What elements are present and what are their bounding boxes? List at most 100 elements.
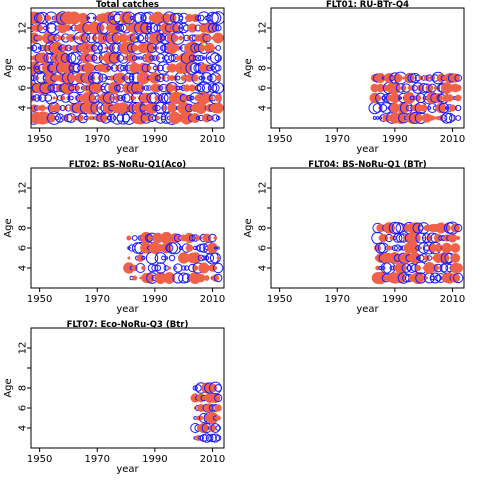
- bubble-negative: [120, 95, 126, 101]
- bubble-negative: [190, 95, 195, 101]
- panel-title: Total catches: [96, 0, 159, 10]
- bubble-negative: [211, 63, 220, 73]
- bubble-negative: [178, 272, 190, 284]
- bubble-positive: [45, 15, 52, 21]
- bubble-positive: [450, 273, 461, 283]
- bubble-positive: [98, 113, 108, 123]
- bubble-negative: [106, 115, 112, 121]
- bubble-positive: [167, 266, 172, 270]
- bubble-positive: [210, 45, 215, 51]
- bubble-negative: [33, 94, 41, 102]
- bubble-positive: [456, 256, 461, 260]
- bubble-layer: [31, 11, 224, 125]
- bubble-negative: [215, 45, 222, 51]
- y-axis-label: Age: [3, 378, 14, 397]
- bubble-negative: [141, 86, 146, 90]
- bubble-positive: [167, 13, 177, 23]
- bubble-negative: [207, 56, 212, 60]
- x-tick-label: 1950: [267, 134, 292, 145]
- bubble-negative: [116, 54, 125, 62]
- bubble-negative: [214, 393, 223, 403]
- bubble-positive: [450, 95, 455, 101]
- bubble-negative: [181, 265, 187, 271]
- bubble-negative: [38, 46, 42, 50]
- bubble-negative: [136, 56, 140, 60]
- bubble-negative: [45, 22, 57, 34]
- bubble-positive: [119, 11, 133, 25]
- bubble-positive: [202, 233, 212, 243]
- bubble-negative: [138, 56, 143, 60]
- y-axis-label: Age: [3, 58, 14, 77]
- bubble-negative: [388, 221, 402, 235]
- bubble-negative: [208, 433, 217, 443]
- bubble-negative: [195, 115, 201, 121]
- x-tick-label: 2010: [200, 294, 225, 305]
- bubble-positive: [414, 94, 422, 102]
- bubble-positive: [456, 235, 461, 241]
- bubble-positive: [132, 275, 138, 281]
- bubble-negative: [215, 115, 221, 121]
- bubble-negative: [209, 52, 221, 64]
- bubble-negative: [116, 24, 125, 32]
- bubble-positive: [127, 53, 137, 63]
- bubble-negative: [188, 234, 196, 242]
- bubble-negative: [202, 76, 206, 80]
- bubble-negative: [83, 116, 88, 120]
- bubble-negative: [207, 83, 218, 93]
- bubble-negative: [168, 254, 176, 262]
- bubble-positive: [75, 35, 80, 41]
- bubble-positive: [214, 94, 222, 102]
- x-axis-label: year: [356, 144, 379, 155]
- bubble-negative: [68, 95, 74, 101]
- bubble-negative: [399, 96, 403, 100]
- chart-panel-2: 1950 1970 1990 2010 4 6 8 12 year Age FLT01: RU-BT…: [243, 0, 465, 155]
- bubble-negative: [209, 252, 221, 264]
- bubble-positive: [375, 265, 380, 271]
- bubble-negative: [149, 55, 155, 61]
- bubble-negative: [34, 66, 39, 70]
- bubble-negative: [143, 85, 149, 91]
- bubble-negative: [141, 255, 146, 261]
- bubble-negative: [157, 95, 164, 101]
- bubble-positive: [155, 115, 160, 121]
- bubble-negative: [173, 263, 183, 273]
- bubble-negative: [197, 254, 205, 262]
- x-tick-label: 1970: [325, 134, 350, 145]
- bubble-positive: [136, 254, 145, 262]
- y-tick-label: 12: [18, 342, 29, 355]
- bubble-positive: [109, 32, 120, 44]
- bubble-positive: [104, 46, 108, 50]
- bubble-positive: [433, 86, 437, 90]
- bubble-negative: [175, 75, 181, 81]
- bubble-negative: [372, 116, 377, 120]
- bubble-layer: [368, 71, 463, 124]
- bubble-positive: [210, 393, 221, 403]
- bubble-negative: [140, 22, 153, 34]
- x-tick-label: 2010: [440, 294, 465, 305]
- bubble-negative: [427, 103, 438, 113]
- bubble-negative: [453, 272, 464, 284]
- y-tick-label: 4: [258, 265, 269, 271]
- bubble-positive: [140, 92, 152, 104]
- bubble-negative: [185, 61, 200, 75]
- x-axis-label: year: [116, 464, 139, 475]
- bubble-positive: [178, 35, 184, 41]
- y-tick-label: 8: [258, 225, 269, 231]
- bubble-negative: [129, 75, 135, 81]
- bubble-negative: [54, 115, 60, 121]
- bubble-positive: [454, 84, 462, 92]
- bubble-negative: [211, 114, 220, 122]
- bubble-positive: [450, 243, 461, 253]
- chart-panel-4: 1950 1970 1990 2010 4 6 8 12 year Age FLT04: BS-No…: [243, 160, 465, 315]
- x-tick-label: 1950: [27, 294, 52, 305]
- bubble-positive: [90, 96, 93, 100]
- bubble-negative: [192, 55, 198, 61]
- y-tick-label: 6: [18, 405, 29, 411]
- bubble-negative: [154, 101, 167, 115]
- y-tick-label: 12: [258, 22, 269, 35]
- bubble-negative: [92, 16, 96, 20]
- bubble-positive: [156, 46, 160, 50]
- bubble-negative: [454, 74, 463, 82]
- bubble-positive: [143, 272, 155, 284]
